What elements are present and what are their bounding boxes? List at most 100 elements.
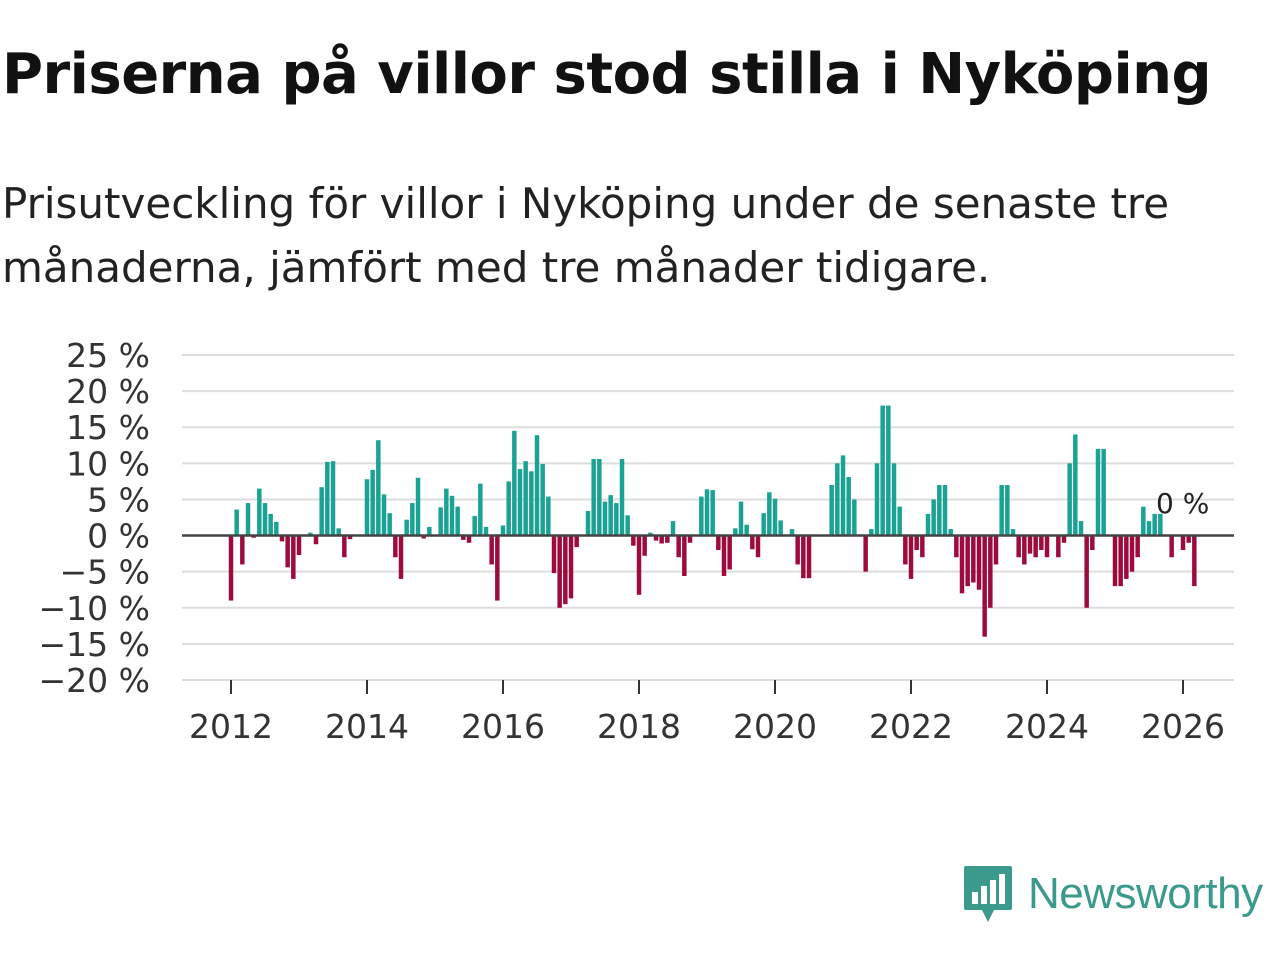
- bar: [291, 535, 296, 579]
- bar: [1152, 513, 1157, 536]
- bar: [415, 477, 421, 536]
- bar: [1192, 535, 1197, 587]
- bar: [512, 430, 517, 536]
- bar: [1090, 535, 1095, 550]
- bar: [801, 535, 806, 579]
- y-tick-label: −20 %: [39, 661, 151, 700]
- bar: [806, 535, 812, 579]
- y-tick-label: −15 %: [39, 625, 151, 664]
- bar: [755, 535, 761, 558]
- bar: [342, 535, 347, 558]
- bar: [387, 513, 392, 536]
- bar: [619, 459, 625, 536]
- x-tick-label: 2012: [189, 707, 273, 746]
- bar: [1067, 463, 1072, 536]
- bar: [778, 520, 783, 536]
- bar: [897, 506, 902, 536]
- bar: [319, 487, 324, 536]
- end-value-label: 0 %: [1156, 487, 1209, 520]
- bar: [1129, 535, 1135, 572]
- bar: [461, 535, 466, 540]
- bar: [614, 503, 619, 536]
- bar: [1095, 448, 1101, 536]
- bar: [750, 535, 755, 550]
- bar: [767, 492, 772, 536]
- bar: [540, 464, 545, 536]
- bar: [1073, 434, 1078, 536]
- x-tick-label: 2022: [869, 707, 953, 746]
- bar: [636, 535, 642, 595]
- axes: [182, 534, 1234, 694]
- bar: [704, 489, 710, 536]
- x-tick-label: 2014: [325, 707, 409, 746]
- bar: [245, 503, 251, 536]
- bar: [676, 535, 681, 558]
- bar: [1010, 529, 1016, 536]
- bar: [937, 485, 942, 536]
- bar: [789, 529, 795, 536]
- bar: [1056, 535, 1061, 558]
- bar: [880, 405, 885, 536]
- bar: [727, 535, 732, 570]
- bar: [597, 459, 602, 536]
- bar: [1146, 521, 1152, 536]
- bar: [478, 483, 483, 536]
- bar: [262, 503, 268, 536]
- bar: [438, 507, 443, 536]
- bar: [325, 461, 330, 536]
- bar: [240, 535, 245, 565]
- bar: [551, 535, 557, 574]
- bar: [682, 535, 687, 576]
- bar: [500, 525, 506, 536]
- bar: [585, 511, 591, 536]
- y-tick-label: −5 %: [60, 553, 151, 592]
- bar: [517, 469, 523, 536]
- bar: [546, 496, 551, 536]
- bar: [1033, 535, 1038, 558]
- bar: [410, 503, 415, 536]
- bar: [869, 529, 874, 536]
- bar: [347, 535, 353, 540]
- brand-name: Newsworthy: [1028, 869, 1263, 918]
- bar: [999, 485, 1004, 536]
- bar: [563, 535, 568, 605]
- bar: [942, 485, 948, 536]
- bar: [653, 535, 659, 541]
- bar: [721, 535, 727, 576]
- tick-labels: 25 %20 %15 %10 %5 %0 %−5 %−10 %−15 %−20 …: [39, 336, 1225, 746]
- bar: [308, 532, 313, 536]
- y-tick-label: 15 %: [66, 408, 150, 447]
- bar: [772, 498, 778, 536]
- bar: [1078, 521, 1084, 536]
- bar: [988, 535, 993, 608]
- bar: [959, 535, 965, 594]
- bar: [642, 535, 647, 556]
- bar: [948, 529, 953, 536]
- bar: [1044, 535, 1050, 558]
- bar: [296, 535, 302, 556]
- bar: [274, 521, 279, 536]
- bar: [761, 513, 766, 536]
- bar: [971, 535, 976, 583]
- bar: [568, 535, 574, 599]
- y-tick-label: −10 %: [39, 589, 151, 628]
- bar: [795, 535, 800, 565]
- bar: [1112, 535, 1118, 587]
- bar: [285, 535, 290, 568]
- bar: [965, 535, 970, 587]
- bar: [313, 535, 319, 545]
- bar: [631, 535, 636, 546]
- bar: [534, 435, 540, 536]
- bar: [370, 469, 375, 536]
- bar: [908, 535, 914, 579]
- bar: [1061, 535, 1067, 543]
- bar: [954, 535, 959, 558]
- bar: [1005, 485, 1010, 536]
- bar: [665, 535, 670, 543]
- bar: [863, 535, 868, 572]
- bar: [228, 535, 234, 601]
- bar-series: [228, 405, 1197, 637]
- bar: [1084, 535, 1089, 608]
- bar: [976, 535, 982, 590]
- bar: [489, 535, 494, 565]
